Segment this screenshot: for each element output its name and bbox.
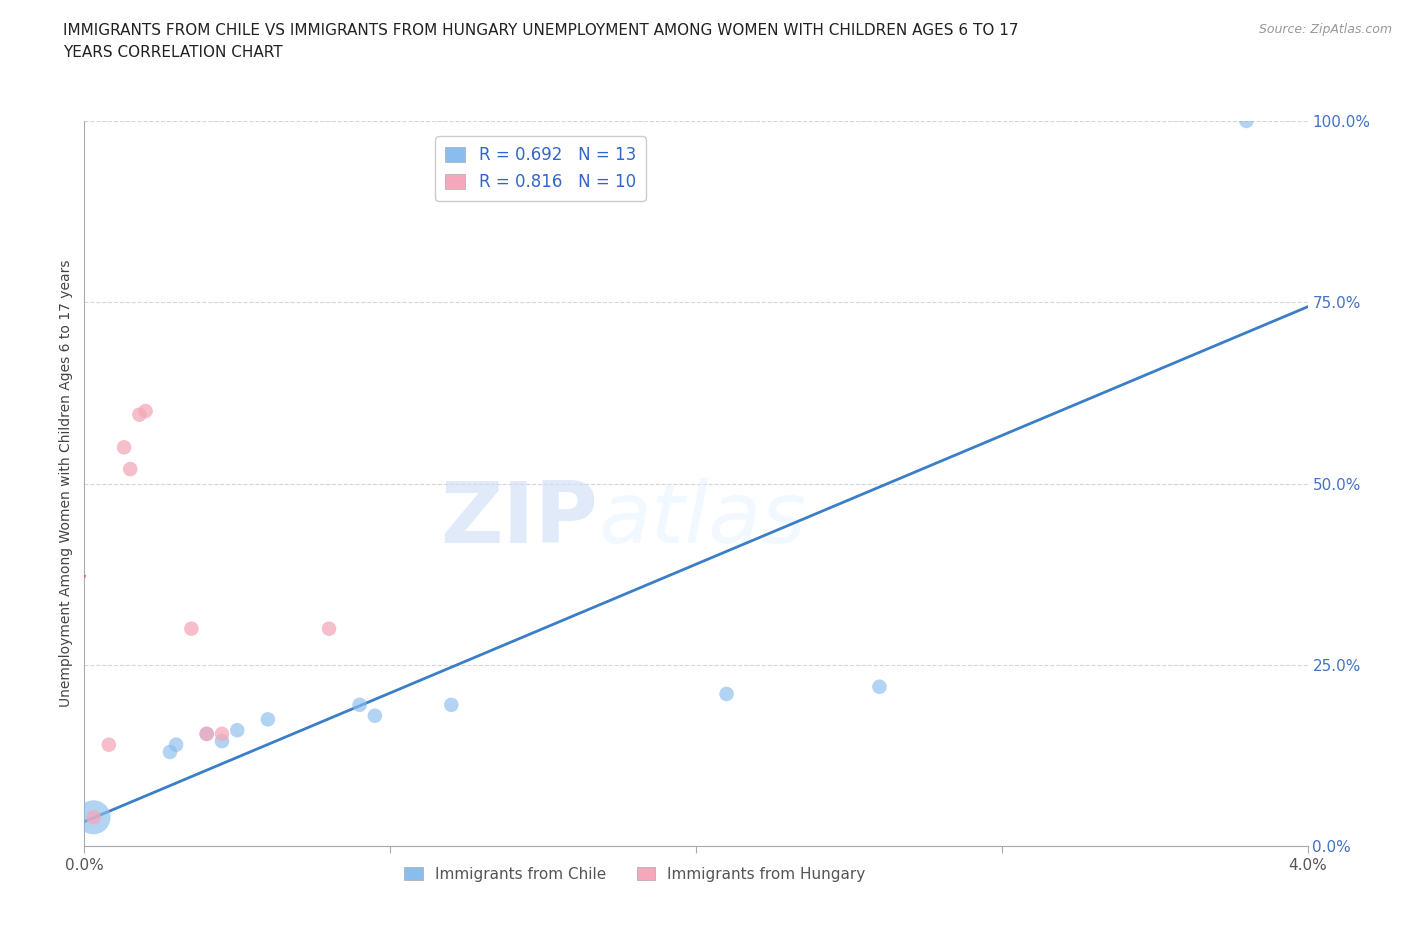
Point: [318, 621, 340, 636]
Point: [364, 709, 387, 724]
Point: [440, 698, 463, 712]
Point: [195, 726, 218, 741]
Text: IMMIGRANTS FROM CHILE VS IMMIGRANTS FROM HUNGARY UNEMPLOYMENT AMONG WOMEN WITH C: IMMIGRANTS FROM CHILE VS IMMIGRANTS FROM…: [63, 23, 1019, 60]
Point: [226, 723, 249, 737]
Point: [716, 686, 738, 701]
Point: [195, 726, 218, 741]
Point: [135, 404, 157, 418]
Point: [180, 621, 202, 636]
Text: ZIP: ZIP: [440, 478, 598, 562]
Point: [1236, 113, 1258, 128]
Point: [128, 407, 150, 422]
Point: [120, 461, 142, 476]
Point: [211, 726, 233, 741]
Point: [349, 698, 371, 712]
Point: [869, 679, 891, 694]
Legend: Immigrants from Chile, Immigrants from Hungary: Immigrants from Chile, Immigrants from H…: [396, 859, 873, 889]
Text: atlas: atlas: [598, 478, 806, 562]
Point: [211, 734, 233, 749]
Point: [83, 810, 105, 825]
Point: [165, 737, 187, 752]
Y-axis label: Unemployment Among Women with Children Ages 6 to 17 years: Unemployment Among Women with Children A…: [59, 259, 73, 708]
Point: [97, 737, 120, 752]
Point: [159, 745, 181, 760]
Point: [83, 810, 105, 825]
Point: [112, 440, 135, 455]
Point: [257, 712, 280, 727]
Text: Source: ZipAtlas.com: Source: ZipAtlas.com: [1258, 23, 1392, 36]
